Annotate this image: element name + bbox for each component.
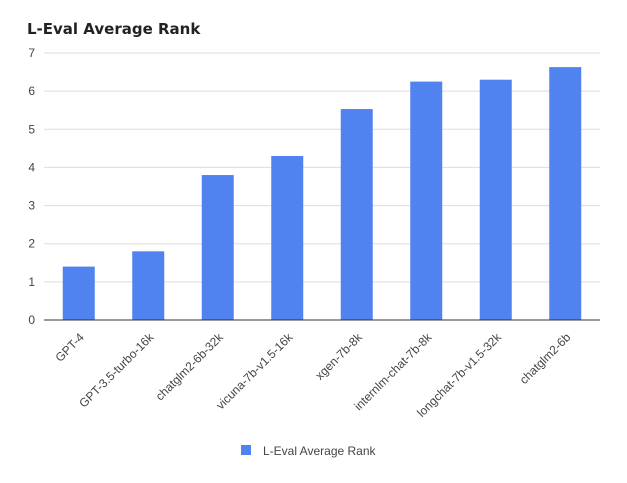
x-tick-label: GPT-4 [52,330,87,365]
y-tick-label: 4 [28,160,35,174]
legend-swatch [241,445,251,455]
x-tick-label: GPT-3.5-turbo-16k [76,330,157,411]
y-tick-label: 1 [28,275,35,289]
legend[interactable]: L-Eval Average Rank [241,444,377,458]
y-tick-label: 0 [28,313,35,327]
bar[interactable] [271,155,304,320]
chart-title: L-Eval Average Rank [27,20,201,38]
bar[interactable] [410,81,443,320]
x-tick-label: chatglm2-6b [517,330,574,387]
x-tick-label: chatglm2-6b-32k [153,330,227,404]
bar[interactable] [479,79,512,320]
y-tick-label: 2 [28,237,35,251]
y-tick-label: 6 [28,84,35,98]
y-tick-label: 7 [28,46,35,60]
bar[interactable] [549,67,582,320]
bar[interactable] [340,109,373,320]
bars [62,67,582,320]
bar[interactable] [132,251,165,320]
bar[interactable] [201,175,234,320]
y-tick-label: 3 [28,199,35,213]
y-tick-label: 5 [28,122,35,136]
y-axis-ticks: 0 1 2 3 4 5 6 7 [28,46,35,327]
x-axis-ticks: GPT-4GPT-3.5-turbo-16kchatglm2-6b-32kvic… [52,330,573,420]
bar[interactable] [62,266,95,320]
x-tick-label: vicuna-7b-v1.5-16k [213,330,296,413]
x-tick-label: xgen-7b-8k [313,330,366,383]
legend-label: L-Eval Average Rank [263,444,377,458]
gridlines [44,52,600,321]
